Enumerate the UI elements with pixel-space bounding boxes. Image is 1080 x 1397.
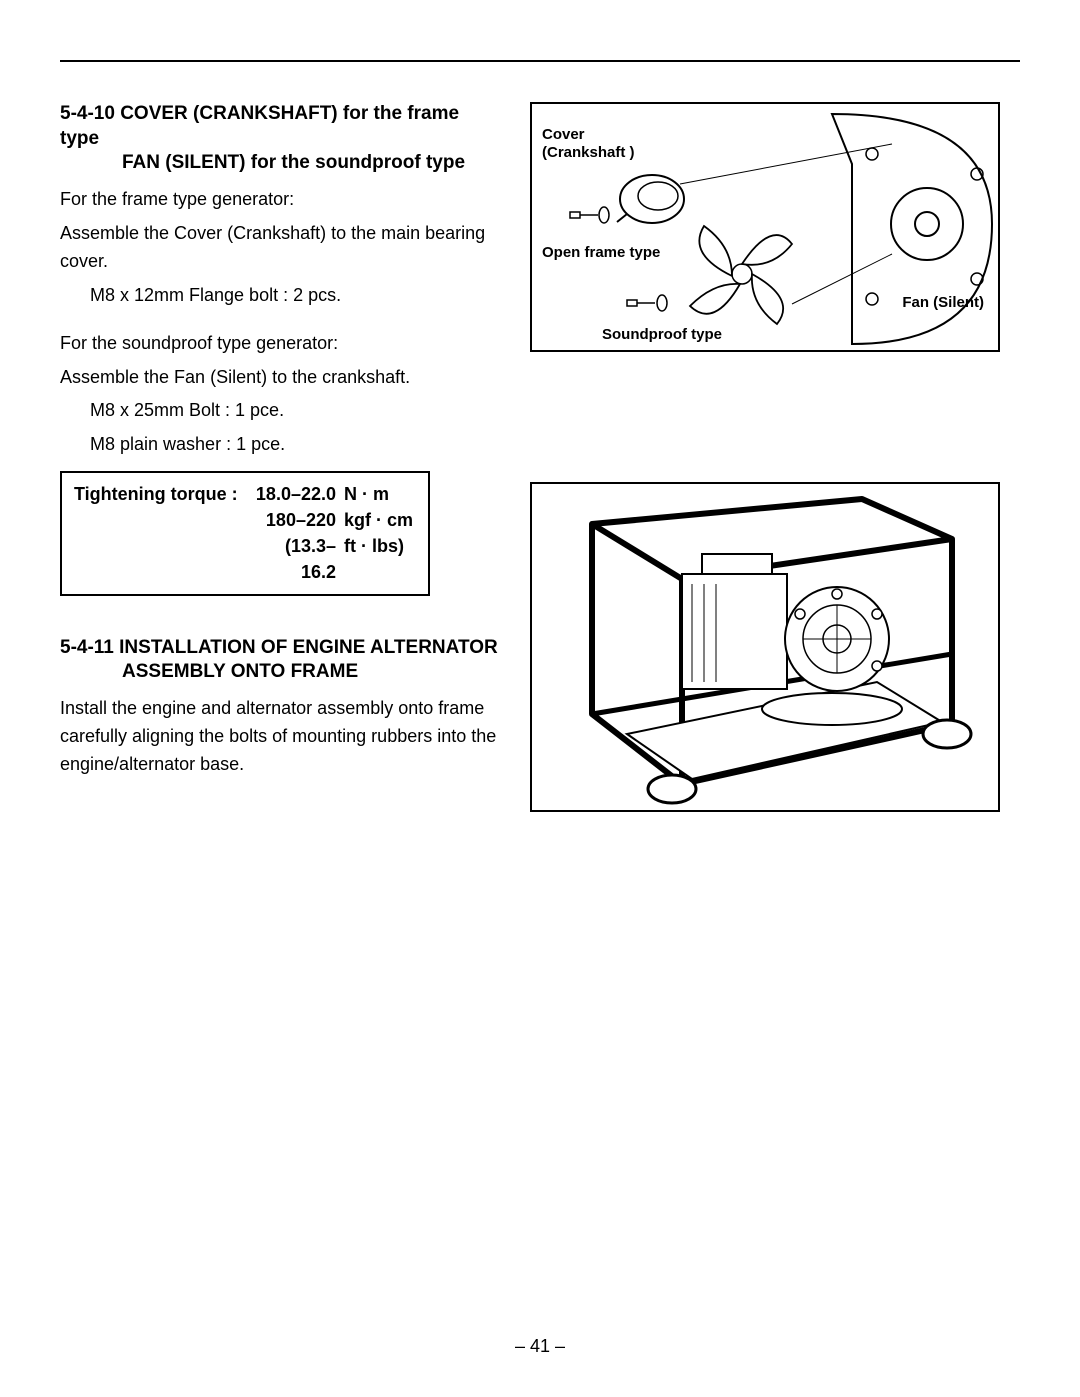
right-figure-column: Cover (Crankshaft ) Open frame type Fan … — [530, 102, 1000, 842]
top-horizontal-rule — [60, 60, 1020, 62]
engine-frame-diagram-icon — [532, 484, 998, 810]
heading-line-2: FAN (SILENT) for the soundproof type — [60, 151, 500, 176]
figure1-label-open-frame: Open frame type — [542, 244, 660, 262]
heading-line-1: 5-4-10 COVER (CRANKSHAFT) for the frame … — [60, 103, 459, 149]
section-5-4-11-heading: 5-4-11 INSTALLATION OF ENGINE ALTERNATOR… — [60, 636, 500, 685]
heading-5-4-11-line-1: 5-4-11 INSTALLATION OF ENGINE ALTERNATOR — [60, 637, 498, 658]
torque-row1-unit: N · m — [344, 481, 389, 507]
torque-row3-unit: ft · lbs) — [344, 533, 404, 585]
section-5-4-10-heading: 5-4-10 COVER (CRANKSHAFT) for the frame … — [60, 102, 500, 176]
frame-type-parts: M8 x 12mm Flange bolt : 2 pcs. — [60, 282, 500, 310]
figure1-label-soundproof: Soundproof type — [602, 326, 722, 344]
tightening-torque-box: Tightening torque : 18.0–22.0 N · m 180–… — [60, 471, 430, 595]
page-number: – 41 – — [0, 1336, 1080, 1357]
figure1-label-fan-silent: Fan (Silent) — [902, 294, 984, 312]
left-text-column: 5-4-10 COVER (CRANKSHAFT) for the frame … — [60, 102, 500, 842]
soundproof-part-2: M8 plain washer : 1 pce. — [60, 431, 500, 459]
torque-row2-unit: kgf · cm — [344, 507, 413, 533]
section-5-4-11-body: Install the engine and alternator assemb… — [60, 695, 500, 779]
torque-row2-value: 180–220 — [252, 507, 344, 533]
soundproof-part-1: M8 x 25mm Bolt : 1 pce. — [60, 397, 500, 425]
torque-row3-value: (13.3–16.2 — [252, 533, 344, 585]
heading-5-4-11-line-2: ASSEMBLY ONTO FRAME — [60, 660, 500, 685]
soundproof-body: Assemble the Fan (Silent) to the cranksh… — [60, 364, 500, 392]
frame-type-body: Assemble the Cover (Crankshaft) to the m… — [60, 220, 500, 276]
figure1-label-cover: Cover (Crankshaft ) — [542, 126, 635, 162]
torque-row1-value: 18.0–22.0 — [252, 481, 344, 507]
figure-engine-on-frame — [530, 482, 1000, 812]
frame-type-intro: For the frame type generator: — [60, 186, 500, 214]
figure-crankshaft-cover-fan: Cover (Crankshaft ) Open frame type Fan … — [530, 102, 1000, 352]
soundproof-intro: For the soundproof type generator: — [60, 330, 500, 358]
torque-label: Tightening torque : — [74, 481, 252, 507]
